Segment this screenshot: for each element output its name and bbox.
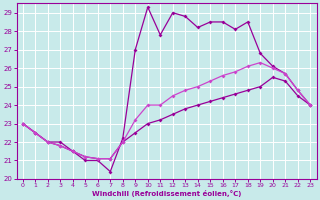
X-axis label: Windchill (Refroidissement éolien,°C): Windchill (Refroidissement éolien,°C) bbox=[92, 190, 241, 197]
